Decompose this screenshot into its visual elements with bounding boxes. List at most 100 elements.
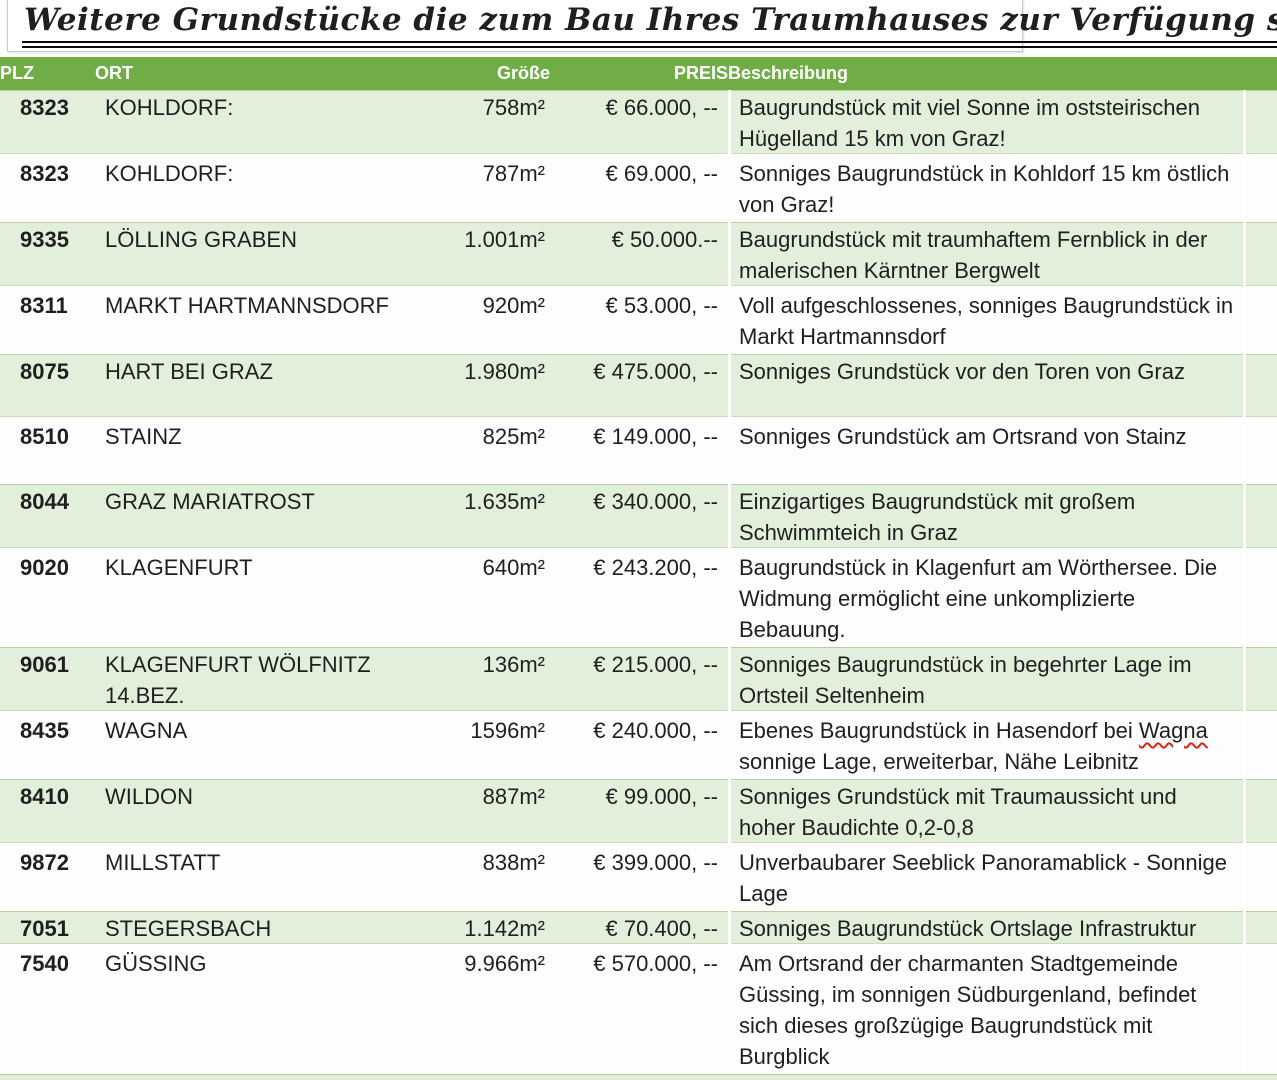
cell-description: Sonniges Grundstück vor den Toren von Gr… (728, 354, 1243, 417)
cell-size: 787m² (482, 161, 545, 186)
table-row: 8510 STAINZ 825m² € 149.000, -- Sonniges Gru… (0, 419, 1277, 484)
cell-price: € 69.000, -- (605, 161, 718, 186)
cell-size: 1.142m² (464, 916, 545, 941)
listings-table: PLZ ORT Größe PREIS Beschreibung 8323 KOH… (0, 57, 1277, 1074)
cell-price: € 149.000, -- (593, 424, 718, 449)
cell-ort: GRAZ MARIATROST (105, 489, 315, 514)
cell-size: 920m² (482, 293, 545, 318)
cell-price: € 50.000.-- (611, 227, 718, 252)
row-tail (1243, 946, 1277, 1072)
cell-ort: MARKT HARTMANNSDORF (105, 293, 389, 318)
row-tail (1243, 550, 1277, 645)
cell-size: 825m² (482, 424, 545, 449)
cell-description: Baugrundstück mit viel Sonne im oststeir… (728, 90, 1243, 154)
cell-price: € 240.000, -- (593, 718, 718, 743)
cell-plz: 7540 (20, 951, 69, 976)
table-header-row: PLZ ORT Größe PREIS Beschreibung (0, 57, 1277, 90)
next-row-peek (0, 1074, 1277, 1080)
cell-price: € 570.000, -- (593, 951, 718, 976)
cell-ort: KLAGENFURT (105, 555, 253, 580)
cell-description: Unverbaubarer Seeblick Panoramablick - S… (728, 845, 1243, 909)
cell-plz: 8510 (20, 424, 69, 449)
cell-description: Sonniges Baugrundstück in begehrter Lage… (728, 647, 1243, 711)
row-tail (1243, 911, 1277, 944)
cell-price: € 70.400, -- (605, 916, 718, 941)
cell-size: 1596m² (470, 718, 545, 743)
cell-price: € 475.000, -- (593, 359, 718, 384)
table-row: 8311 MARKT HARTMANNSDORF 920m² € 53.000, --… (0, 288, 1277, 354)
cell-size: 1.001m² (464, 227, 545, 252)
title-bar: Weitere Grundstücke die zum Bau Ihres Tr… (0, 0, 1277, 57)
cell-description: Sonniges Grundstück mit Traumaussicht un… (728, 779, 1243, 843)
column-header-plz: PLZ (0, 63, 34, 83)
cell-plz: 8323 (20, 95, 69, 120)
table-row: 8044 GRAZ MARIATROST 1.635m² € 340.000, -- E… (0, 484, 1277, 550)
table-row: 8323 KOHLDORF: 758m² € 66.000, -- Baugrundst… (0, 90, 1277, 156)
cell-description: Sonniges Baugrundstück Ortslage Infrastr… (728, 911, 1243, 944)
row-tail (1243, 713, 1277, 777)
column-header-price: PREIS (673, 63, 728, 83)
cell-price: € 243.200, -- (593, 555, 718, 580)
table-row: 8323 KOHLDORF: 787m² € 69.000, -- Sonniges B… (0, 156, 1277, 222)
cell-plz: 8323 (20, 161, 69, 186)
cell-plz: 8044 (20, 489, 69, 514)
cell-ort: KOHLDORF: (105, 161, 234, 186)
row-tail (1243, 222, 1277, 286)
row-tail (1243, 779, 1277, 843)
table-row: 9335 LÖLLING GRABEN 1.001m² € 50.000.-- Baug… (0, 222, 1277, 288)
cell-ort: WILDON (105, 784, 193, 809)
page-title: Weitere Grundstücke die zum Bau Ihres Tr… (22, 0, 1277, 48)
row-tail (1243, 484, 1277, 548)
column-header-ort: ORT (95, 63, 133, 83)
cell-ort: MILLSTATT (105, 850, 221, 875)
cell-description: Baugrundstück mit traumhaftem Fernblick … (728, 222, 1243, 286)
cell-plz: 9061 (20, 652, 69, 677)
cell-size: 136m² (482, 652, 545, 677)
cell-size: 838m² (482, 850, 545, 875)
title-box: Weitere Grundstücke die zum Bau Ihres Tr… (7, 0, 1277, 52)
row-tail (1243, 156, 1277, 220)
cell-ort: STAINZ (105, 424, 182, 449)
column-header-size: Größe (496, 63, 550, 83)
row-tail (1243, 288, 1277, 352)
cell-description: Sonniges Baugrundstück in Kohldorf 15 km… (728, 156, 1243, 220)
table-row: 9061 KLAGENFURT WÖLFNITZ 14.BEZ. 136m² € 21… (0, 647, 1277, 713)
table-row: 8435 WAGNA 1596m² € 240.000, -- Ebenes Baugr… (0, 713, 1277, 779)
table-row: 9872 MILLSTATT 838m² € 399.000, -- Unverbaub… (0, 845, 1277, 911)
cell-plz: 9872 (20, 850, 69, 875)
cell-plz: 8410 (20, 784, 69, 809)
cell-ort: LÖLLING GRABEN (105, 227, 297, 252)
row-tail (1243, 647, 1277, 711)
cell-ort: KLAGENFURT WÖLFNITZ 14.BEZ. (105, 652, 371, 708)
cell-description: Ebenes Baugrundstück in Hasendorf bei Wa… (728, 713, 1243, 777)
cell-size: 1.980m² (464, 359, 545, 384)
table-body: 8323 KOHLDORF: 758m² € 66.000, -- Baugrundst… (0, 90, 1277, 1074)
cell-description: Voll aufgeschlossenes, sonniges Baugrund… (728, 288, 1243, 352)
cell-ort: STEGERSBACH (105, 916, 272, 941)
spellcheck-underlined-word: Wagna (1138, 718, 1208, 743)
cell-size: 758m² (482, 95, 545, 120)
column-header-spacer (1243, 57, 1277, 90)
cell-ort: HART BEI GRAZ (105, 359, 273, 384)
table-row: 8410 WILDON 887m² € 99.000, -- Sonniges Grun… (0, 779, 1277, 845)
cell-price: € 66.000, -- (605, 95, 718, 120)
cell-size: 1.635m² (464, 489, 545, 514)
cell-plz: 8435 (20, 718, 69, 743)
table-row: 9020 KLAGENFURT 640m² € 243.200, -- Baugrund… (0, 550, 1277, 647)
cell-description: Am Ortsrand der charmanten Stadtgemeinde… (728, 946, 1243, 1072)
cell-description: Baugrundstück in Klagenfurt am Wörtherse… (728, 550, 1243, 645)
cell-size: 9.966m² (464, 951, 545, 976)
cell-plz: 8311 (20, 293, 68, 318)
cell-price: € 340.000, -- (593, 489, 718, 514)
cell-description: Einzigartiges Baugrundstück mit großem S… (728, 484, 1243, 548)
table-row: 7051 STEGERSBACH 1.142m² € 70.400, -- Sonnig… (0, 911, 1277, 946)
cell-plz: 7051 (20, 916, 69, 941)
cell-plz: 9020 (20, 555, 69, 580)
cell-price: € 399.000, -- (593, 850, 718, 875)
column-header-description: Beschreibung (728, 63, 849, 83)
table-row: 7540 GÜSSING 9.966m² € 570.000, -- Am Ortsra… (0, 946, 1277, 1074)
row-tail (1243, 90, 1277, 154)
cell-price: € 215.000, -- (593, 652, 718, 677)
cell-description: Sonniges Grundstück am Ortsrand von Stai… (728, 419, 1243, 482)
